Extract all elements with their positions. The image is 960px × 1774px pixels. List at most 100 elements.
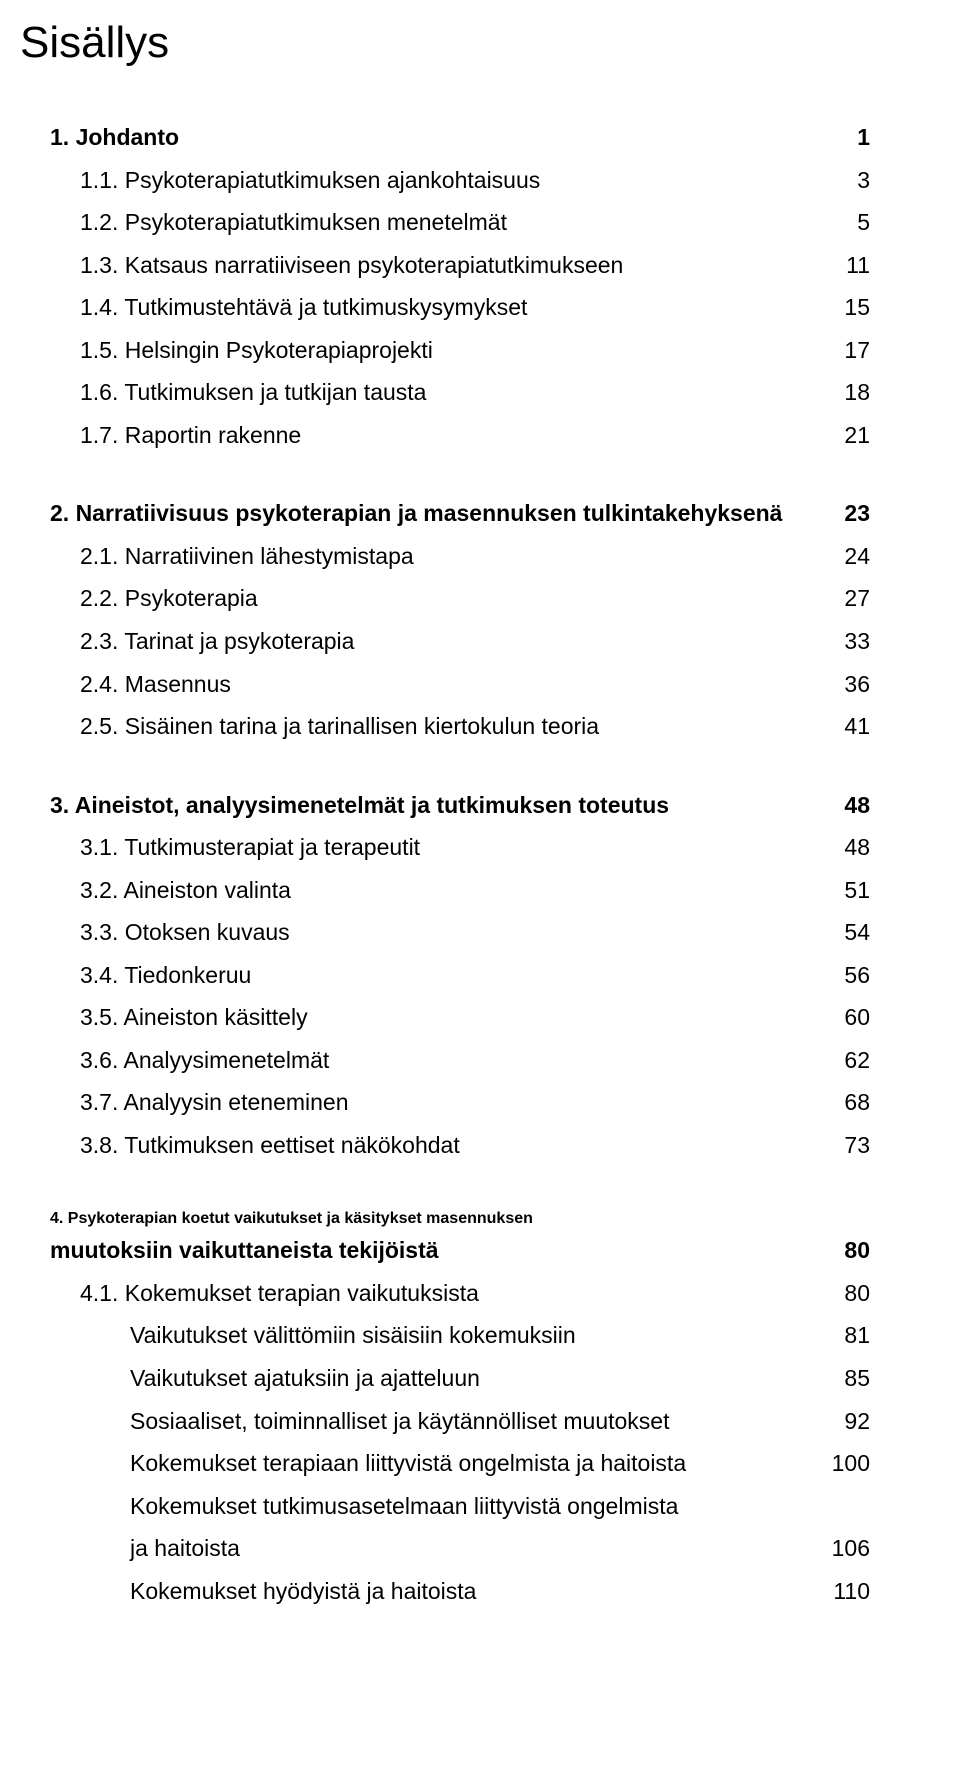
toc-label: 1.6. Tutkimuksen ja tutkijan tausta — [80, 371, 822, 414]
toc-label: 1.5. Helsingin Psykoterapiaprojekti — [80, 329, 822, 372]
toc-page-number: 54 — [822, 911, 870, 954]
toc-label: 3.6. Analyysimenetelmät — [80, 1039, 822, 1082]
toc-label: 1.4. Tutkimustehtävä ja tutkimuskysymyks… — [80, 286, 822, 329]
toc-entry: ja haitoista106 — [20, 1527, 870, 1570]
toc-label: Kokemukset hyödyistä ja haitoista — [130, 1570, 822, 1613]
toc-entry: Kokemukset tutkimusasetelmaan liittyvist… — [20, 1485, 870, 1528]
toc-page-number: 68 — [822, 1081, 870, 1124]
toc-label: 2. Narratiivisuus psykoterapian ja masen… — [50, 492, 822, 535]
toc-entry: 2. Narratiivisuus psykoterapian ja masen… — [20, 492, 870, 535]
toc-label: 1.7. Raportin rakenne — [80, 414, 822, 457]
toc-page-number: 80 — [822, 1272, 870, 1315]
toc-entry: 3.2. Aineiston valinta51 — [20, 869, 870, 912]
toc-label: Kokemukset tutkimusasetelmaan liittyvist… — [130, 1485, 822, 1528]
toc-entry: 2.1. Narratiivinen lähestymistapa24 — [20, 535, 870, 578]
toc-entry: 2.5. Sisäinen tarina ja tarinallisen kie… — [20, 705, 870, 748]
toc-label: 3.7. Analyysin eteneminen — [80, 1081, 822, 1124]
section-gap — [20, 456, 870, 492]
toc-entry: 3.5. Aineiston käsittely60 — [20, 996, 870, 1039]
toc-page-number: 92 — [822, 1400, 870, 1443]
toc-page-number: 15 — [822, 286, 870, 329]
toc-list: 1. Johdanto11.1. Psykoterapiatutkimuksen… — [20, 116, 870, 1612]
toc-label: ja haitoista — [130, 1527, 822, 1570]
toc-page: Sisällys 1. Johdanto11.1. Psykoterapiatu… — [0, 0, 960, 1774]
toc-entry: 2.2. Psykoterapia27 — [20, 577, 870, 620]
toc-page-number: 85 — [822, 1357, 870, 1400]
toc-page-number: 33 — [822, 620, 870, 663]
toc-label: 2.5. Sisäinen tarina ja tarinallisen kie… — [80, 705, 822, 748]
toc-entry: 1. Johdanto1 — [20, 116, 870, 159]
toc-label: 2.1. Narratiivinen lähestymistapa — [80, 535, 822, 578]
toc-entry: 3.8. Tutkimuksen eettiset näkökohdat73 — [20, 1124, 870, 1167]
toc-label: 2.4. Masennus — [80, 663, 822, 706]
toc-label: Vaikutukset ajatuksiin ja ajatteluun — [130, 1357, 822, 1400]
toc-label: 3. Aineistot, analyysimenetelmät ja tutk… — [50, 784, 822, 827]
toc-entry: 3.7. Analyysin eteneminen68 — [20, 1081, 870, 1124]
toc-entry: 2.4. Masennus36 — [20, 663, 870, 706]
toc-page-number: 62 — [822, 1039, 870, 1082]
toc-entry: 3.1. Tutkimusterapiat ja terapeutit48 — [20, 826, 870, 869]
toc-label: Vaikutukset välittömiin sisäisiin kokemu… — [130, 1314, 822, 1357]
toc-label: 2.3. Tarinat ja psykoterapia — [80, 620, 822, 663]
toc-page-number: 81 — [822, 1314, 870, 1357]
toc-title: Sisällys — [20, 18, 870, 68]
toc-page-number: 21 — [822, 414, 870, 457]
toc-page-number: 60 — [822, 996, 870, 1039]
toc-entry: 1.4. Tutkimustehtävä ja tutkimuskysymyks… — [20, 286, 870, 329]
toc-label: 3.5. Aineiston käsittely — [80, 996, 822, 1039]
toc-page-number: 24 — [822, 535, 870, 578]
toc-label: 4. Psykoterapian koetut vaikutukset ja k… — [50, 1210, 549, 1227]
toc-label: 1.1. Psykoterapiatutkimuksen ajankohtais… — [80, 159, 822, 202]
toc-entry: 3.3. Otoksen kuvaus54 — [20, 911, 870, 954]
toc-label: 3.2. Aineiston valinta — [80, 869, 822, 912]
toc-label: 3.4. Tiedonkeruu — [80, 954, 822, 997]
toc-page-number: 5 — [822, 201, 870, 244]
toc-page-number: 100 — [822, 1442, 870, 1485]
toc-label: 1. Johdanto — [50, 116, 822, 159]
toc-page-number: 11 — [822, 244, 870, 287]
toc-label: 1.2. Psykoterapiatutkimuksen menetelmät — [80, 201, 822, 244]
toc-entry: 4. Psykoterapian koetut vaikutukset ja k… — [20, 1209, 870, 1230]
section-gap — [20, 1167, 870, 1203]
toc-entry: 3.4. Tiedonkeruu56 — [20, 954, 870, 997]
toc-label: 1.3. Katsaus narratiiviseen psykoterapia… — [80, 244, 822, 287]
toc-page-number: 48 — [822, 826, 870, 869]
toc-label: 2.2. Psykoterapia — [80, 577, 822, 620]
toc-page-number: 73 — [822, 1124, 870, 1167]
toc-page-number: 80 — [822, 1229, 870, 1272]
toc-label: 3.3. Otoksen kuvaus — [80, 911, 822, 954]
toc-entry: 1.7. Raportin rakenne21 — [20, 414, 870, 457]
toc-entry: Kokemukset hyödyistä ja haitoista110 — [20, 1570, 870, 1613]
toc-entry: 1.6. Tutkimuksen ja tutkijan tausta18 — [20, 371, 870, 414]
toc-label: 4.1. Kokemukset terapian vaikutuksista — [80, 1272, 822, 1315]
toc-entry: 1.5. Helsingin Psykoterapiaprojekti17 — [20, 329, 870, 372]
toc-page-number: 41 — [822, 705, 870, 748]
toc-label: Sosiaaliset, toiminnalliset ja käytännöl… — [130, 1400, 822, 1443]
toc-entry: Kokemukset terapiaan liittyvistä ongelmi… — [20, 1442, 870, 1485]
toc-label: 3.1. Tutkimusterapiat ja terapeutit — [80, 826, 822, 869]
toc-label: muutoksiin vaikuttaneista tekijöistä — [50, 1229, 822, 1272]
toc-page-number: 56 — [822, 954, 870, 997]
toc-page-number: 1 — [822, 116, 870, 159]
toc-label: Kokemukset terapiaan liittyvistä ongelmi… — [130, 1442, 822, 1485]
toc-page-number: 18 — [822, 371, 870, 414]
toc-page-number: 106 — [822, 1527, 870, 1570]
toc-entry: Vaikutukset välittömiin sisäisiin kokemu… — [20, 1314, 870, 1357]
toc-entry: 4.1. Kokemukset terapian vaikutuksista80 — [20, 1272, 870, 1315]
toc-page-number: 27 — [822, 577, 870, 620]
toc-page-number: 48 — [822, 784, 870, 827]
toc-page-number: 51 — [822, 869, 870, 912]
toc-entry: Sosiaaliset, toiminnalliset ja käytännöl… — [20, 1400, 870, 1443]
toc-label: 3.8. Tutkimuksen eettiset näkökohdat — [80, 1124, 822, 1167]
toc-entry: muutoksiin vaikuttaneista tekijöistä80 — [20, 1229, 870, 1272]
toc-page-number: 3 — [822, 159, 870, 202]
toc-page-number: 17 — [822, 329, 870, 372]
toc-entry: 3. Aineistot, analyysimenetelmät ja tutk… — [20, 784, 870, 827]
toc-page-number: 36 — [822, 663, 870, 706]
section-gap — [20, 748, 870, 784]
toc-page-number: 110 — [822, 1570, 870, 1613]
toc-entry: Vaikutukset ajatuksiin ja ajatteluun85 — [20, 1357, 870, 1400]
toc-entry: 1.3. Katsaus narratiiviseen psykoterapia… — [20, 244, 870, 287]
toc-entry: 1.1. Psykoterapiatutkimuksen ajankohtais… — [20, 159, 870, 202]
toc-page-number: 23 — [822, 492, 870, 535]
